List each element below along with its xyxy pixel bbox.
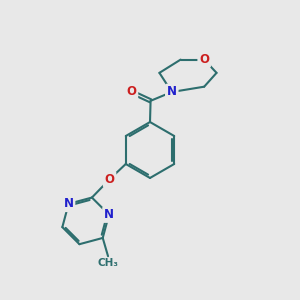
Text: N: N <box>104 208 114 221</box>
Text: O: O <box>199 53 209 66</box>
Text: N: N <box>64 197 74 210</box>
Text: N: N <box>167 85 177 98</box>
Text: CH₃: CH₃ <box>98 258 118 268</box>
Text: O: O <box>105 173 115 186</box>
Text: O: O <box>127 85 136 98</box>
